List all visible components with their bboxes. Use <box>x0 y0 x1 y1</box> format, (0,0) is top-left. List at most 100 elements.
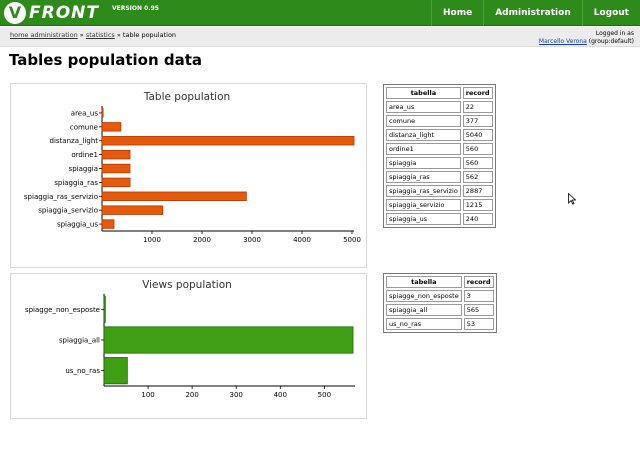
y-tick-label: spiaggia_all <box>59 337 100 345</box>
logo[interactable]: V FRONT <box>4 2 99 24</box>
app-header: V FRONT VERSION 0.95 Home Administration… <box>0 0 640 26</box>
cell-tabella: spiaggia_ras <box>386 171 461 183</box>
x-tick-label: 300 <box>230 391 243 399</box>
table-row: spiaggia_all 565 <box>386 304 494 316</box>
login-info: Logged in as Marcello Verona (group:defa… <box>539 30 634 46</box>
x-tick-label: 400 <box>274 391 287 399</box>
views-population-chart: Views population spiagge_non_espostespiag… <box>25 279 355 399</box>
bar-spiaggia_ras_servizio <box>101 191 247 201</box>
cell-record: 560 <box>462 157 493 169</box>
bar-spiaggia_ras <box>101 177 131 188</box>
bar-spiaggia_servizio <box>101 205 164 215</box>
page-title: Tables population data <box>9 51 203 69</box>
chart-title: Table population <box>143 91 230 103</box>
cell-record: 3 <box>463 290 494 302</box>
cell-record: 240 <box>462 213 493 225</box>
bar-ordine1 <box>101 149 131 160</box>
y-tick-label: us_no_ras <box>65 367 100 375</box>
table-row: comune 377 <box>386 115 493 127</box>
cell-record: 2887 <box>462 185 493 197</box>
x-tick-label: 3000 <box>243 236 261 244</box>
column-header-tabella: tabella <box>386 87 461 99</box>
x-tick-label: 200 <box>185 391 198 399</box>
cell-record: 22 <box>462 101 493 113</box>
y-tick-label: spiaggia_servizio <box>38 207 98 215</box>
breadcrumb-statistics-link[interactable]: statistics <box>85 31 115 39</box>
column-header-tabella: tabella <box>386 276 462 288</box>
mouse-cursor-icon <box>568 193 576 205</box>
cell-tabella: comune <box>386 115 461 127</box>
cell-record: 377 <box>462 115 493 127</box>
table-row: spiagge_non_esposte 3 <box>386 290 494 302</box>
breadcrumb: home administration » statistics » table… <box>10 31 176 39</box>
x-tick-label: 100 <box>141 391 154 399</box>
y-tick-label: spiaggia_us <box>57 221 98 229</box>
cell-tabella: spiaggia_servizio <box>386 199 461 211</box>
breadcrumb-home-link[interactable]: home administration <box>10 31 78 39</box>
cell-tabella: spiaggia <box>386 157 461 169</box>
bar-area_us <box>101 108 104 118</box>
bar-spiaggia_us <box>101 219 115 229</box>
bar-spiagge_non_esposte <box>103 295 106 323</box>
cell-record: 53 <box>463 318 494 330</box>
y-tick-label: comune <box>70 123 98 131</box>
user-link[interactable]: Marcello Verona <box>538 38 587 45</box>
bar-spiaggia <box>101 163 131 174</box>
x-tick-label: 1000 <box>143 236 161 244</box>
chart-title: Views population <box>142 279 232 291</box>
table-row: area_us 22 <box>386 101 493 113</box>
bar-comune <box>101 122 122 132</box>
table-row: us_no_ras 53 <box>386 318 494 330</box>
user-group: (group:default) <box>588 38 634 45</box>
table-row: spiaggia_us 240 <box>386 213 493 225</box>
nav-administration[interactable]: Administration <box>483 0 582 26</box>
nav-home[interactable]: Home <box>431 0 483 26</box>
y-tick-label: spiaggia_ras_servizio <box>24 193 98 201</box>
table-row: distanza_light 5040 <box>386 129 493 141</box>
cell-record: 560 <box>462 143 493 155</box>
cell-record: 1215 <box>462 199 493 211</box>
bar-distanza_light <box>101 136 355 146</box>
nav-logout[interactable]: Logout <box>581 0 640 26</box>
cell-tabella: ordine1 <box>386 143 461 155</box>
breadcrumb-separator: » <box>114 31 123 39</box>
cell-tabella: area_us <box>386 101 461 113</box>
column-header-record: record <box>463 276 494 288</box>
logo-text: FRONT <box>29 3 99 23</box>
column-header-record: record <box>462 87 493 99</box>
table-row: spiaggia_servizio 1215 <box>386 199 493 211</box>
y-tick-label: spiagge_non_esposte <box>25 306 100 314</box>
x-tick-label: 2000 <box>193 236 211 244</box>
cell-tabella: spiaggia_us <box>386 213 461 225</box>
y-tick-label: distanza_light <box>50 137 99 145</box>
cell-tabella: spiaggia_ras_servizio <box>386 185 461 197</box>
breadcrumb-current: table population <box>122 31 177 39</box>
sub-bar: home administration » statistics » table… <box>0 27 640 47</box>
table-row: spiaggia_ras 562 <box>386 171 493 183</box>
x-tick-label: 500 <box>318 391 331 399</box>
table-row: spiaggia_ras_servizio 2887 <box>386 185 493 197</box>
y-tick-label: area_us <box>71 109 99 117</box>
y-tick-label: spiaggia <box>69 165 98 173</box>
cell-record: 562 <box>462 171 493 183</box>
bar-spiaggia_all <box>103 326 354 354</box>
version-label: VERSION 0.95 <box>112 5 159 12</box>
bar-us_no_ras <box>103 357 128 385</box>
cell-tabella: spiaggia_all <box>386 304 462 316</box>
main-nav: Home Administration Logout <box>431 0 640 26</box>
logo-v-icon: V <box>4 2 26 24</box>
cell-record: 565 <box>463 304 494 316</box>
cell-tabella: us_no_ras <box>386 318 462 330</box>
tables-data-table: tabella record area_us 22 comune 377 distanz… <box>383 84 496 228</box>
y-tick-label: ordine1 <box>71 151 98 159</box>
breadcrumb-separator: » <box>77 31 86 39</box>
table-row: ordine1 560 <box>386 143 493 155</box>
cell-tabella: distanza_light <box>386 129 461 141</box>
y-tick-label: spiaggia_ras <box>54 179 98 187</box>
logged-in-label: Logged in as <box>595 30 634 37</box>
x-tick-label: 5000 <box>343 236 361 244</box>
